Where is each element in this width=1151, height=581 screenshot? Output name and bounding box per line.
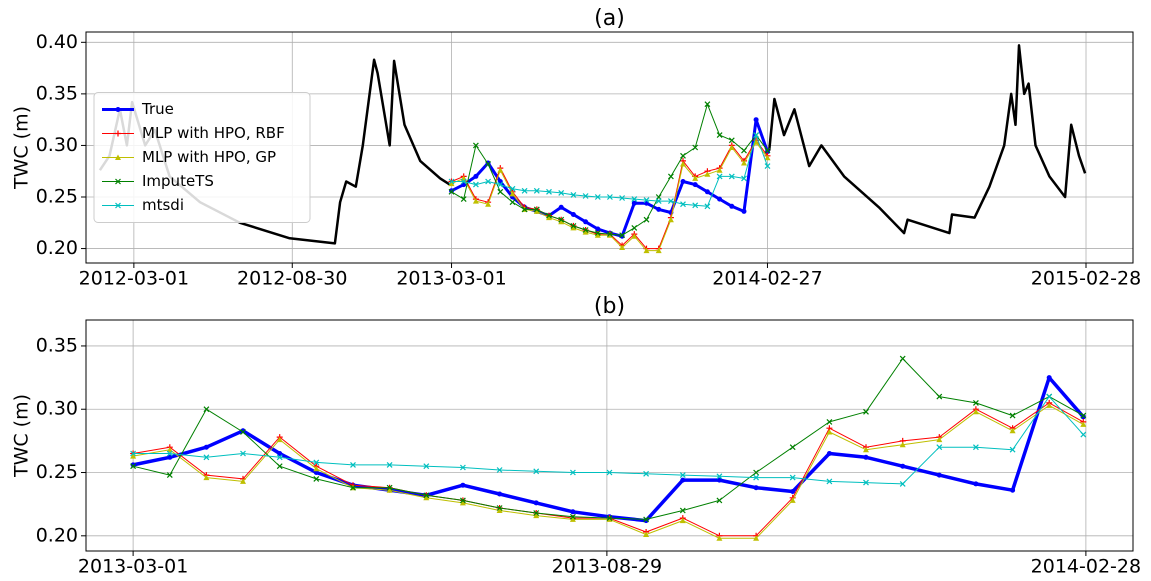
x-tick-label: 2014-02-28 bbox=[1031, 556, 1141, 578]
series-line bbox=[448, 132, 771, 210]
legend-label: MLP with HPO, GP bbox=[142, 148, 276, 166]
legend-box bbox=[93, 92, 311, 223]
plot-frame bbox=[85, 319, 1134, 552]
y-tick-label: 0.25 bbox=[36, 461, 78, 483]
y-axis-label: TWC (m) bbox=[11, 106, 33, 190]
series-line bbox=[449, 117, 770, 239]
y-tick-label: 0.35 bbox=[36, 334, 78, 356]
y-tick-label: 0.25 bbox=[36, 186, 78, 208]
y-tick-label: 0.20 bbox=[36, 524, 78, 546]
chart-title: (a) bbox=[594, 6, 625, 31]
y-tick-label: 0.20 bbox=[36, 237, 78, 259]
x-tick-label: 2013-08-29 bbox=[552, 556, 662, 578]
chart-title: (b) bbox=[594, 294, 625, 319]
x-tick-label: 2012-08-30 bbox=[237, 268, 347, 290]
x-tick-label: 2013-03-01 bbox=[396, 268, 506, 290]
x-tick-label: 2014-02-27 bbox=[712, 268, 822, 290]
y-axis-label: TWC (m) bbox=[11, 394, 33, 478]
x-tick-label: 2012-03-01 bbox=[79, 268, 189, 290]
series-line bbox=[130, 375, 1086, 524]
x-tick-label: 2013-03-01 bbox=[78, 556, 188, 578]
legend-label: True bbox=[141, 100, 174, 118]
legend-label: mtsdi bbox=[142, 196, 184, 214]
x-tick-label: 2015-02-28 bbox=[1031, 268, 1141, 290]
legend-label: ImputeTS bbox=[142, 172, 214, 190]
y-tick-label: 0.35 bbox=[36, 82, 78, 104]
legend-label: MLP with HPO, RBF bbox=[142, 124, 285, 142]
y-tick-label: 0.30 bbox=[36, 134, 78, 156]
y-tick-label: 0.30 bbox=[36, 398, 78, 420]
plot-frame bbox=[85, 31, 1134, 264]
series-line bbox=[130, 393, 1087, 487]
y-tick-label: 0.40 bbox=[36, 31, 78, 53]
